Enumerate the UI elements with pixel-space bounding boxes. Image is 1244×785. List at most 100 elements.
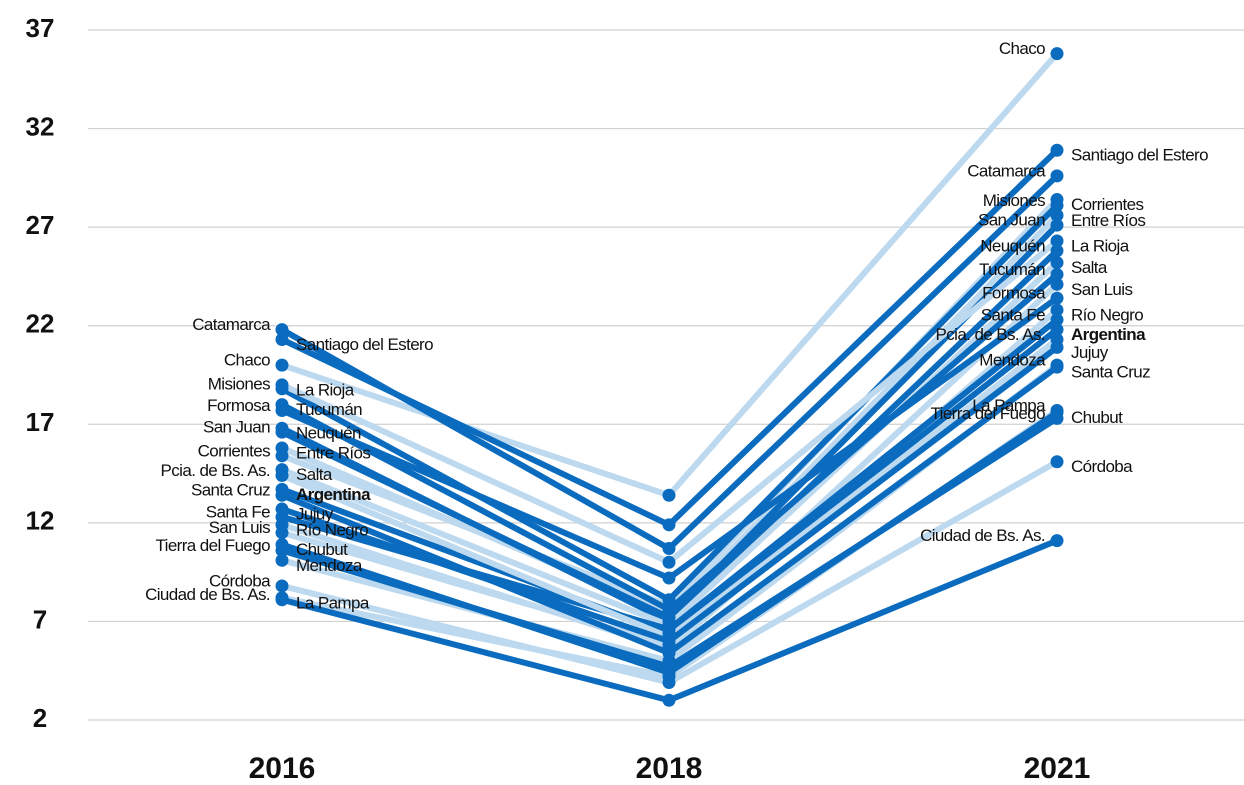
series-label: Jujuy — [296, 505, 334, 524]
series-label: Santa Fe — [981, 305, 1045, 324]
series-label: Argentina — [296, 485, 371, 504]
y-tick-label: 37 — [26, 13, 55, 43]
y-tick-label: 27 — [26, 210, 55, 240]
series-label: Neuquén — [980, 236, 1045, 255]
point — [1050, 47, 1064, 61]
y-tick-label: 17 — [26, 407, 55, 437]
point — [275, 593, 289, 607]
series-label: Salta — [296, 465, 333, 484]
series-label: San Juan — [978, 211, 1045, 230]
point — [1050, 291, 1064, 305]
series-label: Mendoza — [296, 556, 363, 575]
series-label: Misiones — [208, 374, 270, 393]
series-label: Pcia. de Bs. As. — [161, 461, 270, 480]
point — [275, 378, 289, 392]
series-label: Santa Cruz — [1071, 363, 1150, 382]
series-label: Mendoza — [979, 351, 1046, 370]
x-tick-label: 2018 — [636, 752, 703, 785]
point — [275, 488, 289, 502]
point — [1050, 303, 1064, 317]
point — [1050, 143, 1064, 157]
point — [662, 571, 676, 585]
point — [1050, 198, 1064, 212]
series-label: Entre Ríos — [1071, 211, 1145, 230]
series-label: Río Negro — [1071, 305, 1143, 324]
series-label: La Pampa — [972, 396, 1046, 415]
points — [275, 47, 1064, 707]
series-label: Santiago del Estero — [296, 335, 433, 354]
point — [275, 358, 289, 372]
series-label: San Juan — [203, 418, 270, 437]
point — [1050, 360, 1064, 374]
point — [1050, 256, 1064, 270]
point — [275, 323, 289, 337]
series-label: Corrientes — [198, 441, 271, 460]
point — [275, 441, 289, 455]
series-label: Ciudad de Bs. As. — [920, 526, 1045, 545]
point — [662, 660, 676, 674]
series-label: Misiones — [983, 191, 1045, 210]
point — [1050, 244, 1064, 258]
series-label: Córdoba — [209, 571, 271, 590]
series-label: Chaco — [224, 351, 270, 370]
point — [1050, 169, 1064, 183]
x-tick-label: 2021 — [1024, 752, 1091, 785]
series-label: Corrientes — [1071, 195, 1144, 214]
point — [662, 634, 676, 648]
point — [1050, 277, 1064, 291]
series-label: Chubut — [1071, 408, 1123, 427]
point — [1050, 313, 1064, 327]
point — [1050, 218, 1064, 232]
point — [1050, 534, 1064, 548]
series-label: Catamarca — [192, 315, 271, 334]
series-label: Tucumán — [979, 260, 1045, 279]
y-tick-label: 12 — [26, 506, 55, 536]
point — [662, 518, 676, 532]
point — [662, 593, 676, 607]
point — [275, 553, 289, 567]
series-label: Santa Cruz — [191, 481, 270, 500]
series-label: Chubut — [296, 540, 348, 559]
series-label: Ciudad de Bs. As. — [145, 585, 270, 604]
series-label: Tucumán — [296, 400, 362, 419]
point — [662, 488, 676, 502]
series-label: Tierra del Fuego — [931, 404, 1046, 423]
series-label: La Pampa — [296, 593, 370, 612]
series-label: Neuquén — [296, 424, 361, 443]
y-tick-label: 2 — [33, 703, 47, 733]
point — [662, 541, 676, 555]
point — [1050, 455, 1064, 469]
series-label: Jujuy — [1071, 343, 1109, 362]
point — [662, 676, 676, 690]
series-label: San Luis — [1071, 280, 1132, 299]
y-tick-label: 32 — [26, 111, 55, 141]
series-label: La Rioja — [296, 380, 355, 399]
series-label: Pcia. de Bs. As. — [936, 325, 1045, 344]
series-label: Salta — [1071, 258, 1108, 277]
series-label: Santa Fe — [206, 502, 270, 521]
point — [1050, 411, 1064, 425]
point — [1050, 208, 1064, 222]
point — [275, 469, 289, 483]
series-label: San Luis — [209, 518, 270, 537]
point — [1050, 234, 1064, 248]
series-label: Catamarca — [967, 161, 1046, 180]
point — [275, 333, 289, 347]
series-label: Córdoba — [1071, 457, 1133, 476]
series-label: Entre Ríos — [296, 443, 370, 462]
series-label: Argentina — [1071, 325, 1146, 344]
point — [275, 502, 289, 516]
point — [662, 693, 676, 707]
point — [275, 403, 289, 417]
point — [275, 421, 289, 435]
y-tick-label: 22 — [26, 309, 55, 339]
point — [1050, 323, 1064, 337]
labels: Catamarca Santiago del Estero Chaco La Rioj… — [145, 39, 1209, 612]
series-label: Formosa — [982, 284, 1046, 303]
series-label: Chaco — [999, 39, 1045, 58]
point — [275, 543, 289, 557]
series-label: Santiago del Estero — [1071, 146, 1208, 165]
series-label: Formosa — [207, 396, 271, 415]
